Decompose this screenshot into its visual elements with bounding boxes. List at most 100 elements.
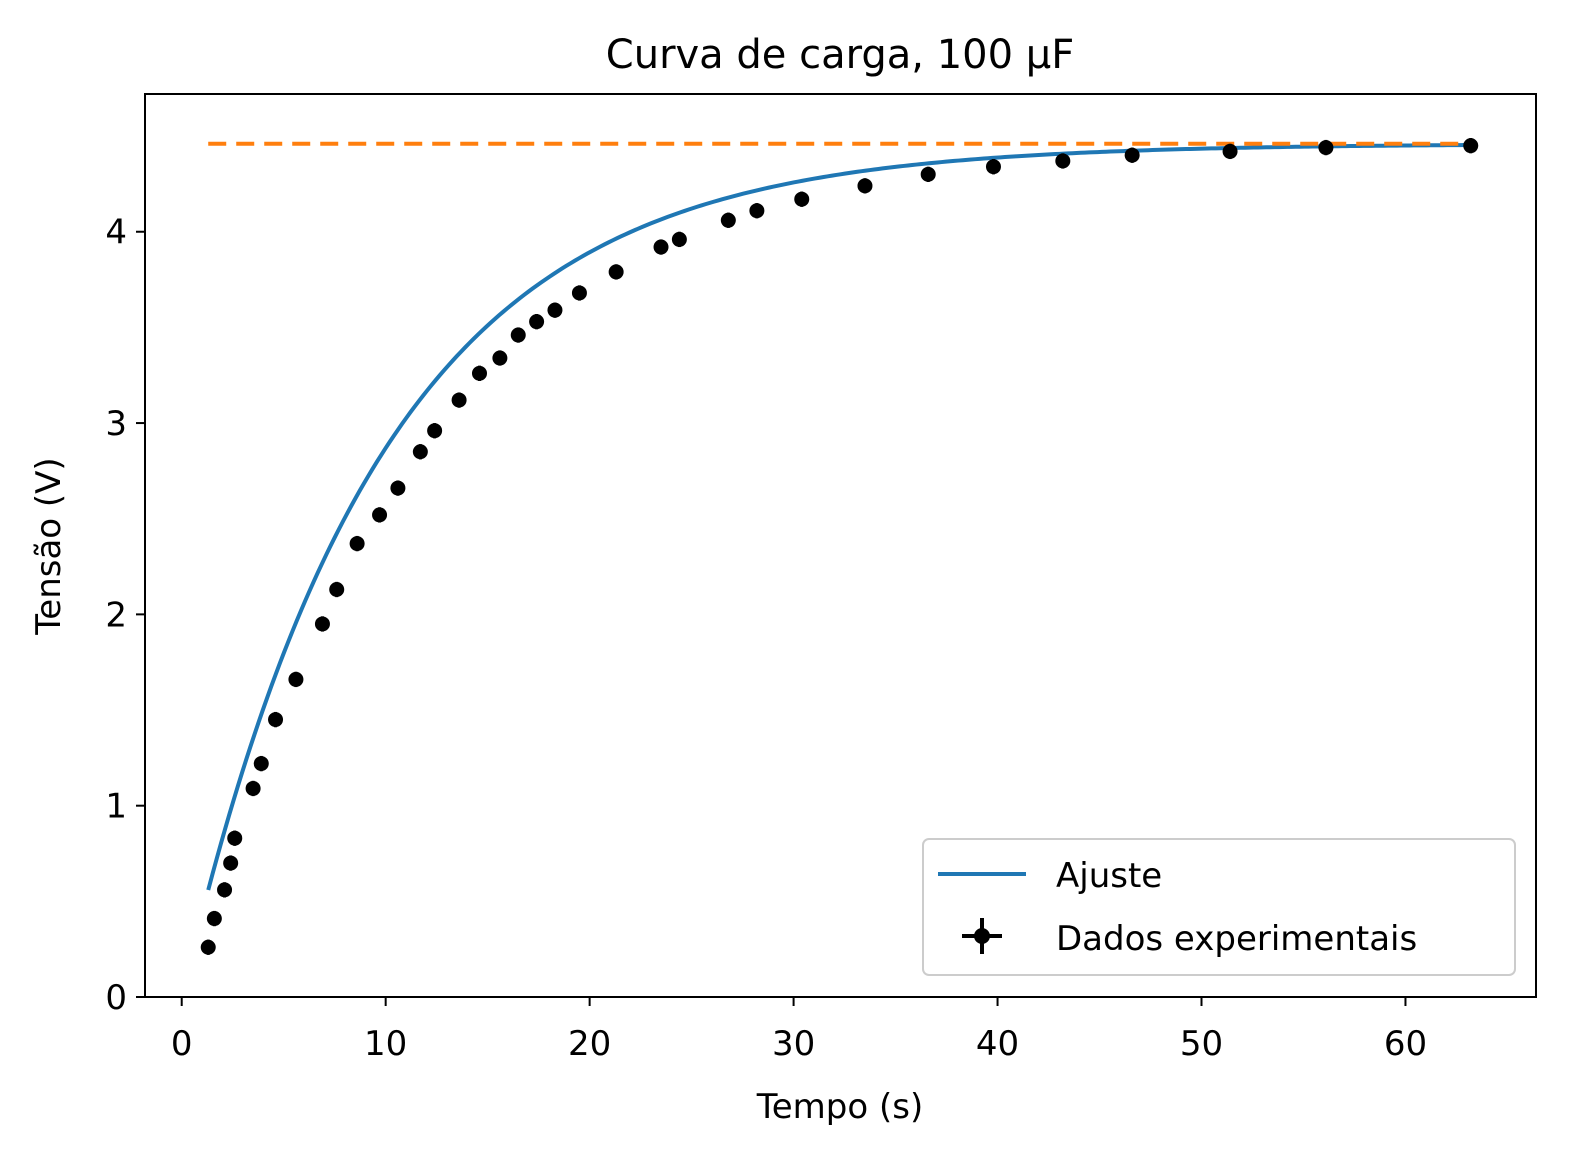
data-marker [288,671,304,687]
data-point [217,882,233,898]
data-point [1055,153,1071,169]
data-point [200,939,216,955]
data-point [1463,138,1479,154]
data-marker [857,178,873,194]
data-marker [206,911,222,927]
data-marker [268,712,284,728]
data-marker [510,327,526,343]
data-marker [223,855,239,871]
data-point [253,755,269,772]
data-point [451,392,467,408]
data-marker [492,350,508,366]
data-marker [217,882,233,898]
x-tick-label: 50 [1180,1024,1223,1064]
data-marker [1463,138,1479,154]
data-point [471,365,487,381]
x-axis-label: Tempo (s) [756,1087,923,1127]
data-marker [227,830,243,846]
data-point [1318,139,1334,156]
data-point [427,423,443,439]
data-point [608,264,624,280]
data-marker [794,191,810,207]
data-marker [985,159,1001,175]
data-marker [1124,147,1140,163]
data-point [314,616,330,632]
data-point [794,191,810,207]
fit-curve-line [206,142,1473,891]
data-point [227,830,243,846]
data-point [223,855,239,871]
data-marker [471,365,487,381]
data-marker [547,302,563,318]
x-tick-label: 30 [772,1024,815,1064]
y-axis-label: Tensão (V) [29,457,69,635]
y-tick-label: 3 [105,404,127,444]
data-point [372,507,388,523]
data-point [547,302,563,318]
data-point [390,480,406,496]
data-point [268,711,284,728]
data-point [529,314,545,330]
data-marker [529,314,545,330]
legend-label-dados: Dados experimentais [1056,919,1417,959]
data-point [510,327,526,343]
data-point [349,535,365,552]
y-tick-label: 2 [105,595,127,635]
data-marker [390,480,406,496]
data-point [720,212,736,228]
x-tick-label: 0 [171,1024,193,1064]
data-point [245,780,261,797]
data-marker [427,423,443,439]
y-axis: 0 1 2 3 4 [105,213,145,1018]
data-point [412,444,428,460]
data-point [1124,147,1140,163]
legend-swatch-dados [962,918,1002,954]
y-tick-label: 1 [105,787,127,827]
data-marker [412,444,428,460]
data-point [857,178,873,194]
chart-title: Curva de carga, 100 μF [606,32,1074,78]
data-marker [245,780,261,796]
x-tick-label: 20 [568,1024,611,1064]
data-point [288,671,304,688]
data-marker [451,392,467,408]
y-tick-label: 4 [105,213,127,253]
data-marker [1318,140,1334,156]
x-tick-label: 60 [1384,1024,1427,1064]
data-marker [1222,143,1238,159]
data-marker [349,536,365,552]
data-point [749,203,765,219]
plot-area [200,138,1479,955]
data-marker [653,239,669,255]
axes-frame [144,93,1537,998]
x-tick-label: 40 [976,1024,1019,1064]
data-point [206,910,222,927]
legend-label-ajuste: Ajuste [1056,856,1162,896]
data-marker [253,756,269,772]
data-marker [749,203,765,219]
data-marker [571,285,587,301]
data-marker [372,507,388,523]
data-point [920,166,936,183]
data-point [492,350,508,366]
data-marker [720,212,736,228]
data-point [671,231,687,248]
data-point [1222,143,1238,160]
data-point [985,159,1001,175]
data-marker [920,166,936,182]
legend-box [922,838,1516,976]
data-marker [200,939,216,955]
data-point [329,581,345,598]
data-point [653,239,669,255]
data-point [571,285,587,301]
legend: Ajuste Dados experimentais [922,838,1516,976]
data-marker [608,264,624,280]
x-tick-label: 10 [364,1024,407,1064]
x-axis: 0 10 20 30 40 50 60 [171,997,1427,1064]
data-marker [671,231,687,247]
data-marker [329,582,345,598]
data-marker [1055,153,1071,169]
data-marker [314,616,330,632]
y-tick-label: 0 [105,978,127,1018]
